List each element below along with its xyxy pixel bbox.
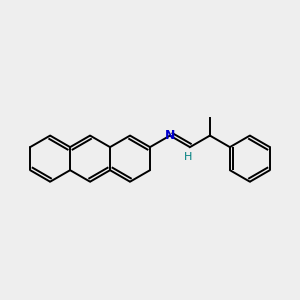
Text: H: H — [184, 152, 192, 162]
Text: N: N — [165, 129, 175, 142]
